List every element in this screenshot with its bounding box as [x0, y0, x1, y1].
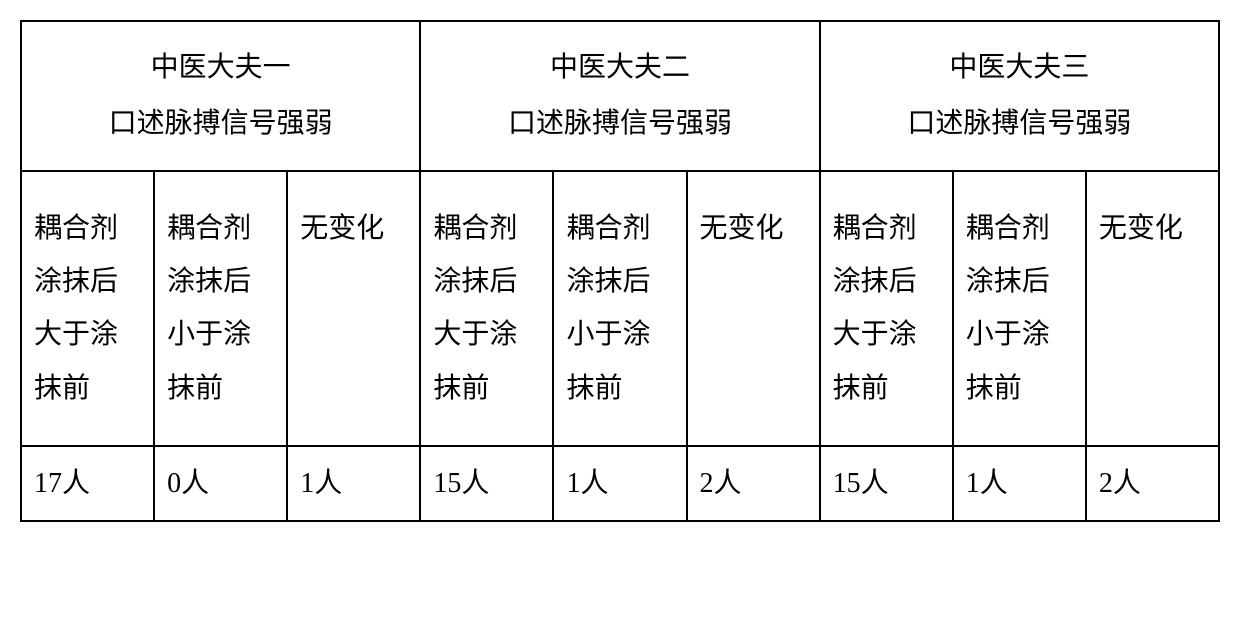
group3-header: 中医大夫三 口述脉搏信号强弱 — [820, 21, 1219, 171]
group3-title1: 中医大夫三 — [949, 52, 1089, 83]
g2-val3: 2人 — [687, 446, 820, 521]
g1-sub2: 耦合剂涂抹后小于涂抹前 — [154, 171, 287, 446]
g2-val1: 15人 — [420, 446, 553, 521]
g1-val1: 17人 — [21, 446, 154, 521]
g2-sub2: 耦合剂涂抹后小于涂抹前 — [553, 171, 686, 446]
g1-val3: 1人 — [287, 446, 420, 521]
group1-title1: 中医大夫一 — [151, 52, 291, 83]
group1-header: 中医大夫一 口述脉搏信号强弱 — [21, 21, 420, 171]
group1-title2: 口述脉搏信号强弱 — [109, 108, 333, 139]
group2-header: 中医大夫二 口述脉搏信号强弱 — [420, 21, 819, 171]
g3-sub2: 耦合剂涂抹后小于涂抹前 — [953, 171, 1086, 446]
group2-title2: 口述脉搏信号强弱 — [508, 108, 732, 139]
g3-val1: 15人 — [820, 446, 953, 521]
g2-sub1: 耦合剂涂抹后大于涂抹前 — [420, 171, 553, 446]
g1-val2: 0人 — [154, 446, 287, 521]
data-row: 17人 0人 1人 15人 1人 2人 15人 1人 2人 — [21, 446, 1219, 521]
g2-sub3: 无变化 — [687, 171, 820, 446]
g1-sub3: 无变化 — [287, 171, 420, 446]
g3-val2: 1人 — [953, 446, 1086, 521]
pulse-signal-table: 中医大夫一 口述脉搏信号强弱 中医大夫二 口述脉搏信号强弱 中医大夫三 口述脉搏… — [20, 20, 1220, 522]
subheader-row: 耦合剂涂抹后大于涂抹前 耦合剂涂抹后小于涂抹前 无变化 耦合剂涂抹后大于涂抹前 … — [21, 171, 1219, 446]
group2-title1: 中医大夫二 — [550, 52, 690, 83]
g3-val3: 2人 — [1086, 446, 1219, 521]
g3-sub3: 无变化 — [1086, 171, 1219, 446]
group3-title2: 口述脉搏信号强弱 — [907, 108, 1131, 139]
header-row: 中医大夫一 口述脉搏信号强弱 中医大夫二 口述脉搏信号强弱 中医大夫三 口述脉搏… — [21, 21, 1219, 171]
g1-sub1: 耦合剂涂抹后大于涂抹前 — [21, 171, 154, 446]
g3-sub1: 耦合剂涂抹后大于涂抹前 — [820, 171, 953, 446]
g2-val2: 1人 — [553, 446, 686, 521]
